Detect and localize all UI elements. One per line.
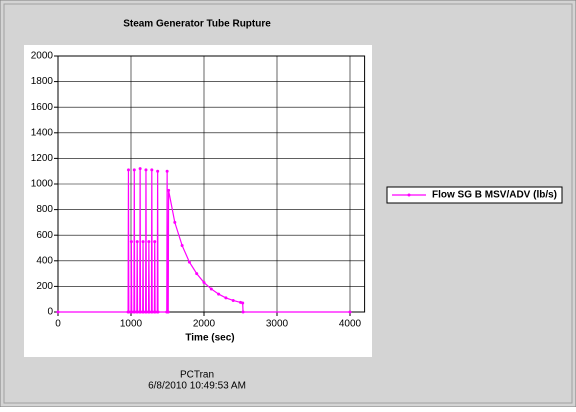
plot-frame [57,55,366,313]
series-marker [126,168,130,172]
series-marker [127,310,131,314]
series-marker [141,310,145,314]
series-marker [231,298,235,302]
series-marker [166,310,170,314]
series-marker [132,168,136,172]
series-marker [150,168,154,172]
y-tick-label: 400 [36,255,53,266]
series-marker [150,310,154,314]
plot-panel [24,45,372,357]
legend-label: Flow SG B MSV/ADV (lb/s) [432,190,557,201]
series-marker [153,310,157,314]
series-marker [165,169,169,173]
x-tick-label: 1000 [120,319,143,330]
y-tick-label: 200 [36,281,53,292]
series-marker [224,296,228,300]
footer-text: PCTran [180,370,214,381]
chart-title: Steam Generator Tube Rupture [123,19,271,30]
series-marker [56,310,60,314]
y-tick-label: 1000 [31,179,54,190]
series-marker [167,188,171,192]
series-marker [147,310,151,314]
y-tick-label: 1200 [31,153,54,164]
x-axis-label: Time (sec) [185,333,234,344]
legend-box [386,186,563,204]
y-tick-label: 2000 [31,51,54,62]
series-marker [135,240,139,244]
series-marker [138,167,142,171]
series-marker [156,169,160,173]
series-marker [133,310,137,314]
series-marker [147,240,151,244]
series-marker [173,220,177,224]
y-tick-label: 1600 [31,102,54,113]
series-marker [195,272,199,276]
y-tick-label: 800 [36,204,53,215]
y-tick-label: 600 [36,230,53,241]
series-marker [241,301,245,305]
series-marker [129,240,133,244]
series-marker [144,168,148,172]
x-tick-label: 3000 [266,319,289,330]
series-line [58,168,350,313]
y-tick-label: 0 [47,307,53,318]
series-marker [209,287,213,291]
series-marker [141,240,145,244]
series-marker [156,310,160,314]
series-marker [217,292,221,296]
x-tick-label: 4000 [339,319,362,330]
y-tick-label: 1800 [31,76,54,87]
legend-marker [407,193,411,197]
series-marker [241,310,245,314]
x-tick-label: 2000 [193,319,216,330]
footer-text: 6/8/2010 10:49:53 AM [148,381,246,392]
series-marker [348,310,352,314]
y-tick-label: 1400 [31,127,54,138]
series-marker [138,310,142,314]
x-tick-label: 0 [55,319,61,330]
series-marker [187,260,191,264]
series-marker [136,310,140,314]
series-marker [144,310,148,314]
series-marker [202,281,206,285]
series-marker [153,240,157,244]
series-marker [180,243,184,247]
series-marker [130,310,134,314]
inner-border [3,3,573,404]
